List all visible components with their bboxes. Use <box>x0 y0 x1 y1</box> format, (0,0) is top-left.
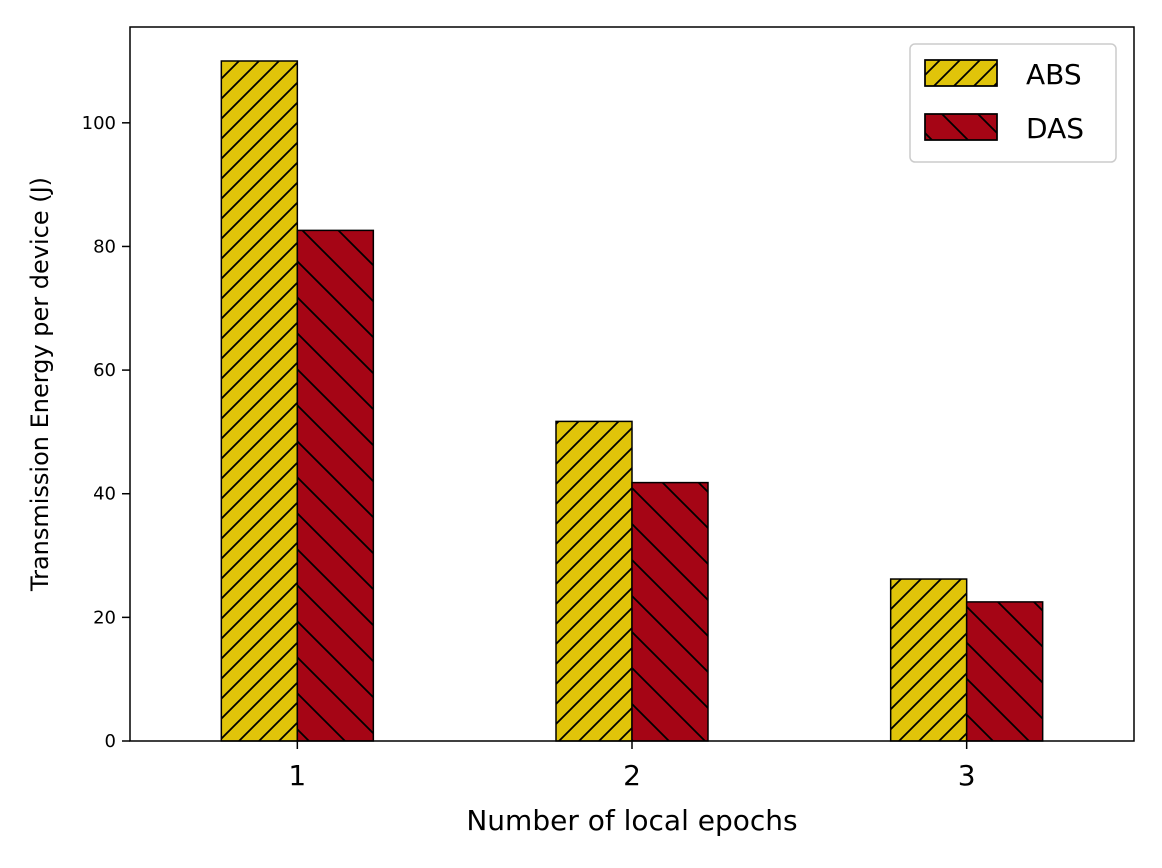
y-tick-label-40: 40 <box>93 484 116 505</box>
legend-label-das: DAS <box>1026 112 1084 145</box>
y-tick-label-80: 80 <box>93 236 116 257</box>
y-axis-title: Transmission Energy per device (J) <box>26 177 54 592</box>
bar-das-2-hatch <box>631 481 709 742</box>
bar-das-3-hatch <box>965 601 1044 742</box>
legend-label-abs: ABS <box>1026 58 1082 91</box>
x-axis-title: Number of local epochs <box>466 804 797 837</box>
y-tick-label-100: 100 <box>82 113 116 134</box>
x-tick-label-2: 2 <box>623 759 641 792</box>
bar-das-1-hatch <box>296 229 375 742</box>
x-tick-label-1: 1 <box>288 759 306 792</box>
legend-swatch-das-hatch <box>924 113 998 141</box>
x-axis: 1 2 3 <box>288 741 976 792</box>
bars-layer <box>220 60 1044 742</box>
y-axis: 0 20 40 60 80 100 <box>82 113 130 752</box>
legend: ABS DAS <box>909 43 1117 163</box>
bar-abs-1-hatch <box>220 60 299 742</box>
y-tick-label-0: 0 <box>105 731 116 752</box>
bar-abs-3-hatch <box>889 578 968 742</box>
x-tick-label-3: 3 <box>958 759 976 792</box>
legend-swatch-abs-hatch <box>924 59 998 87</box>
y-tick-label-60: 60 <box>93 360 116 381</box>
bar-abs-2-hatch <box>555 420 633 742</box>
y-tick-label-20: 20 <box>93 607 116 628</box>
